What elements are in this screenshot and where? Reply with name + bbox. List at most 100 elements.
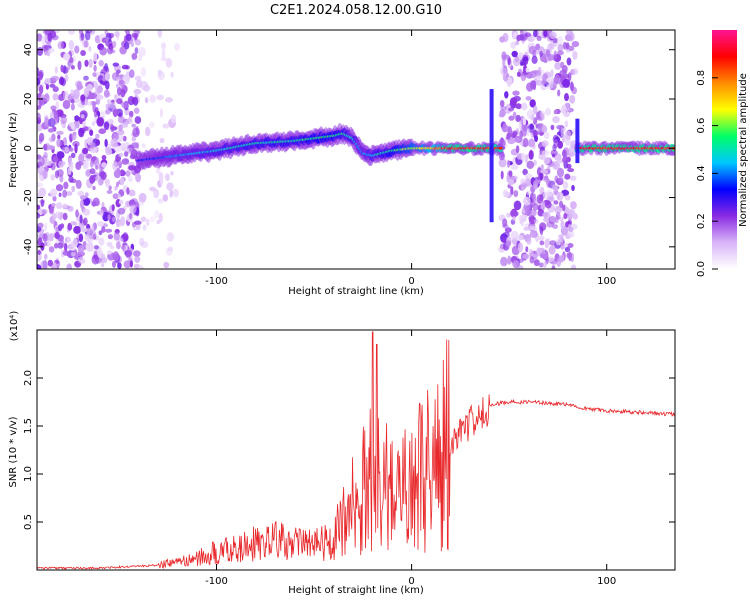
noise-blob (512, 111, 517, 118)
snr-frame (36, 329, 676, 571)
noise-blob (120, 169, 124, 175)
noise-blob (144, 97, 149, 104)
noise-blob (57, 41, 64, 50)
noise-blob (96, 221, 104, 227)
noise-blob (127, 176, 133, 183)
noise-blob (112, 193, 119, 200)
noise-blob (62, 212, 68, 221)
noise-blob (517, 235, 524, 241)
noise-blob (116, 241, 121, 250)
noise-blob (62, 250, 70, 256)
noise-blob (558, 234, 564, 239)
noise-blob (88, 229, 97, 240)
noise-blob (548, 215, 557, 225)
noise-blob (68, 176, 74, 183)
noise-blob (552, 224, 558, 230)
noise-blob (113, 145, 122, 153)
noise-blob (99, 209, 104, 218)
noise-blob (507, 82, 511, 87)
noise-blob (47, 145, 55, 151)
noise-blob (78, 233, 84, 243)
noise-blob (506, 240, 511, 247)
noise-blob (561, 204, 566, 212)
colorbar: 0.0 0.2 0.4 0.6 0.8 Normalized spectral ampl… (696, 30, 749, 277)
noise-blob (556, 167, 565, 178)
noise-blob (117, 86, 122, 96)
noise-blob (117, 193, 121, 199)
noise-blob (546, 256, 555, 263)
noise-blob (164, 173, 170, 182)
noise-blob (524, 209, 532, 216)
noise-blob (563, 213, 568, 220)
noise-blob (117, 152, 124, 158)
noise-blob (520, 217, 524, 227)
noise-blob (549, 240, 557, 246)
noise-blob (88, 58, 93, 68)
noise-blob (149, 216, 155, 222)
noise-blob (116, 69, 121, 74)
noise-blob (63, 52, 71, 61)
noise-blob (91, 254, 100, 265)
noise-blob (526, 237, 532, 245)
noise-blob (526, 128, 530, 137)
noise-blob (55, 202, 63, 210)
noise-blob (515, 103, 522, 110)
noise-blob (507, 255, 512, 265)
noise-blob (522, 117, 527, 126)
noise-blob (170, 114, 177, 124)
noise-blob (54, 66, 59, 74)
noise-blob (572, 213, 578, 220)
noise-blob (68, 147, 74, 152)
noise-blob (134, 39, 142, 46)
noise-blob (558, 255, 564, 263)
noise-blob (131, 123, 137, 128)
noise-blob (103, 89, 110, 98)
noise-blob (535, 79, 543, 86)
noise-blob (140, 216, 147, 223)
noise-blob (174, 42, 181, 52)
snr-y-scale-label: (x10⁴) (9, 311, 20, 342)
noise-blob (532, 130, 539, 136)
colorbar-label: Normalized spectral amplitude (738, 73, 749, 227)
noise-blob (124, 30, 130, 34)
noise-blob (529, 70, 537, 79)
noise-blob (543, 156, 551, 165)
noise-blob (98, 230, 103, 236)
noise-blob (105, 148, 113, 156)
noise-blob (50, 105, 57, 111)
noise-blob (105, 80, 110, 90)
noise-blob (76, 81, 82, 91)
noise-blob (528, 45, 537, 55)
noise-blob (73, 225, 81, 234)
noise-blob (504, 91, 509, 99)
noise-blob (533, 259, 540, 267)
noise-blob (37, 182, 43, 188)
noise-blob (558, 175, 564, 182)
noise-blob (507, 184, 512, 189)
noise-blob (507, 138, 516, 145)
noise-blob (524, 173, 533, 178)
noise-blob (42, 169, 48, 180)
noise-blob (40, 260, 48, 269)
noise-blob (531, 113, 535, 122)
noise-blob (157, 69, 162, 77)
noise-blob (165, 97, 173, 103)
noise-blob (520, 183, 528, 189)
noise-blob (71, 252, 76, 257)
noise-blob (524, 154, 529, 164)
x-tick-label: 100 (597, 576, 616, 587)
noise-blob (166, 232, 174, 242)
noise-blob (557, 89, 561, 97)
noise-blob (159, 137, 165, 144)
noise-blob (80, 32, 85, 41)
noise-blob (112, 108, 118, 118)
noise-blob (60, 64, 64, 73)
noise-blob (523, 124, 528, 132)
noise-blob (119, 46, 127, 55)
noise-blob (37, 112, 41, 121)
noise-blob (557, 50, 564, 56)
noise-blob (509, 97, 518, 106)
noise-blob (68, 122, 75, 128)
noise-blob (117, 207, 126, 215)
noise-blob (500, 170, 504, 180)
